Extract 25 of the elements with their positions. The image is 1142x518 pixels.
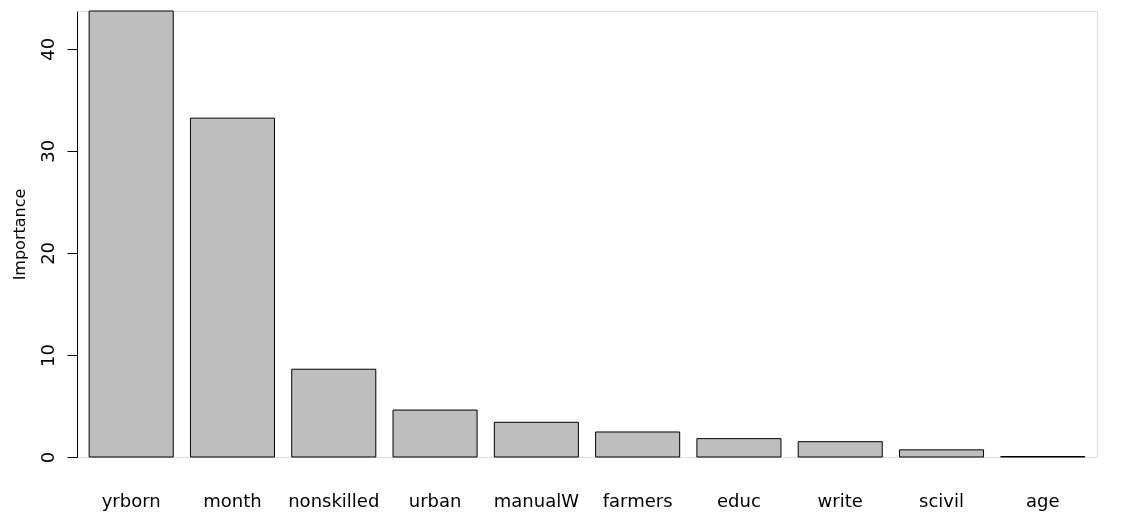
y-tick-label: 0 xyxy=(36,451,58,464)
bar xyxy=(88,10,174,458)
bar xyxy=(696,438,782,458)
x-tick-label: write xyxy=(817,489,863,511)
y-axis-title: Importance xyxy=(9,188,29,281)
x-tick-label: age xyxy=(1026,489,1060,511)
x-tick-label: educ xyxy=(717,489,761,511)
bar xyxy=(493,421,579,458)
y-tick-label: 30 xyxy=(36,139,58,163)
bar xyxy=(595,431,681,458)
bar xyxy=(392,409,478,458)
x-tick-label: urban xyxy=(408,489,462,511)
bar xyxy=(898,449,985,458)
y-tick-label: 40 xyxy=(36,37,58,61)
bar xyxy=(189,117,276,458)
x-tick-label: scivil xyxy=(919,489,964,511)
bar xyxy=(291,368,377,458)
y-tick-label: 20 xyxy=(36,241,58,265)
x-tick-label: nonskilled xyxy=(288,489,380,511)
x-tick-label: farmers xyxy=(602,489,673,511)
x-tick-label: manualW xyxy=(493,489,580,511)
y-tick-label: 10 xyxy=(36,343,58,367)
x-tick-label: yrborn xyxy=(101,489,161,511)
x-tick-label: month xyxy=(203,489,262,511)
bar xyxy=(797,441,883,458)
